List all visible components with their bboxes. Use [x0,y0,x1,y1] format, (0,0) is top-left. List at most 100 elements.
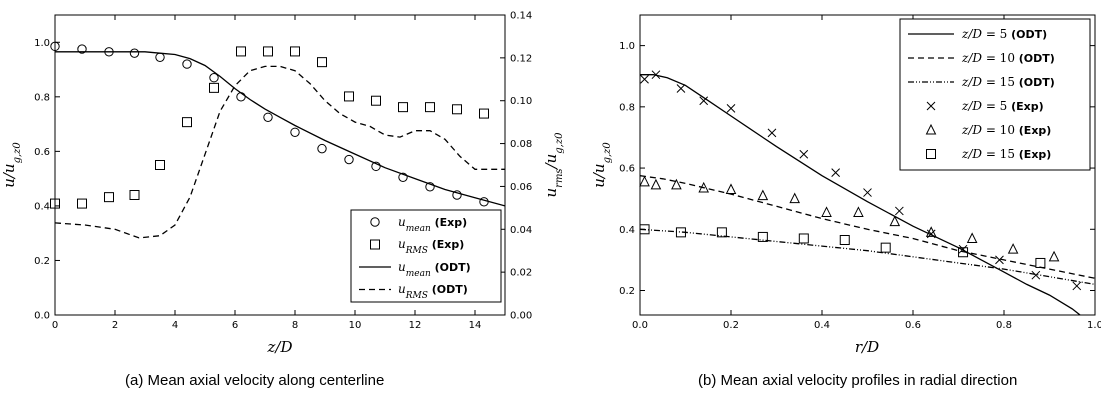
chart-a-series-1-point [182,117,192,128]
chart-a-legend-box [350,209,502,303]
chart-a-series-2-line [55,51,505,207]
chart-a-xtick-label: 2 [112,320,118,331]
chart-a-series-0-point [209,73,219,83]
chart-a-y2tick-label: 0.04 [510,225,532,236]
chart-a-y2tick-label: 0.02 [510,268,532,279]
chart-b-marks [639,70,1095,315]
chart-a-xlabel: z/D [267,338,293,356]
chart-b-series-3-point [799,149,809,159]
chart-a-series-0-point [77,44,87,54]
chart-b-series-3-point [640,74,649,84]
chart-b-series-2-line [640,228,1095,286]
chart-a-series-1-point [425,102,435,113]
chart-b-legend-symbols [908,33,954,159]
chart-a-ytick-label: 0.6 [34,147,50,158]
chart-b-ytick-label: 0.6 [619,164,635,175]
chart-a-series-0-point [398,172,408,182]
chart-a-ytick-label: 0.4 [34,201,50,212]
chart-a-series-1-point [263,46,273,57]
chart-b-series-4-point [650,178,662,190]
chart-b-series-5-point [839,235,850,245]
caption-b: (b) Mean axial velocity profiles in radi… [698,372,1018,389]
chart-a-legend: umean (Exp) uRMS (Exp) umean (ODT) uRMS … [350,209,502,303]
chart-b-series-4-point [821,206,832,217]
chart-a-xtick-label: 0 [52,320,58,331]
chart-b-series-4-point [671,178,682,190]
chart-b-series-3-point [1072,281,1082,291]
chart-b-series-3-point [767,128,777,138]
legend-b-z15-exp: z/D = 15 (Exp) [961,147,1051,161]
chart-a-ytick-label: 0.2 [34,256,50,267]
chart-b-legend-box [899,18,1091,171]
chart-b-ylabel: u/ug,z0 [590,142,613,188]
chart-b-series-4-point [889,215,901,227]
chart-b-series-4-point [639,175,650,187]
chart-b-xtick-label: 0.0 [632,320,648,331]
chart-b-series-3-point [863,188,872,197]
chart-b-series-5-point [757,231,768,242]
chart-b-ytick-label: 0.4 [619,225,635,236]
chart-b-series-5-point [675,227,686,238]
chart-a-series-1-point [209,82,219,93]
chart-a-series-1-point [129,190,140,200]
chart-a-legend-marker [370,239,380,250]
chart-b-xtick-label: 0.4 [814,320,830,331]
chart-b-series-4-point [757,189,769,201]
chart-b-xtick-label: 0.6 [905,320,921,331]
chart-a-series-1-point [236,46,246,57]
chart-b-legend: z/D = 5 (ODT) z/D = 10 (ODT) z/D = 15 (O… [899,18,1091,171]
chart-a-xtick-label: 6 [232,320,238,331]
chart-a-series-1-point [398,102,408,113]
chart-a-series-0-point [371,161,381,172]
chart-b-series-4-point [853,206,864,217]
chart-a-series-0-point [263,112,273,122]
legend-b-z5-exp: z/D = 5 (Exp) [961,99,1044,113]
chart-a-ylabel: u/ug,z0 [0,142,23,188]
chart-a-ytick-label: 0.0 [34,311,50,322]
chart-b-series-5-point [798,233,809,244]
chart-a-series-0-point [452,190,462,200]
chart-a-marks [50,41,505,239]
legend-a-urms-exp: uRMS (Exp) [398,237,464,256]
chart-a-series-0-point [317,143,327,154]
legend-b-z5-odt: z/D = 5 (ODT) [961,27,1047,41]
chart-b-series-5-point [1035,257,1046,268]
chart-b-series-3-point [676,84,686,93]
chart-a-legend-marker [370,217,380,227]
chart-a-xtick-label: 4 [172,320,178,331]
chart-b-legend-marker [926,101,936,111]
chart-b-xlabel: r/D [855,338,879,356]
legend-b-z10-odt: z/D = 10 (ODT) [961,51,1055,65]
chart-b-legend-marker [925,123,937,135]
chart-a-y2tick-label: 0.00 [510,311,532,322]
chart-a-series-1-point [371,95,381,106]
chart-b-xtick-label: 0.2 [723,320,739,331]
chart-a-xtick-label: 8 [292,320,298,331]
chart-b-series-4-point [1007,243,1019,254]
chart-a-series-0-point [129,48,140,58]
chart-b-ytick-label: 1.0 [619,41,635,52]
chart-b-series-4-point [725,183,737,194]
chart-a-xtick-label: 12 [409,320,422,331]
chart-a: 0 2 4 6 8 10 12 14 0.0 0.2 0.4 0.6 0.8 1.0 0.00 0.02 0.0… [0,11,565,357]
chart-b-series-3-point [1031,270,1041,280]
chart-a-xtick-label: 10 [349,320,362,331]
chart-b-series-1-line [640,175,1095,279]
chart-b-xtick-label: 0.8 [996,320,1012,331]
chart-a-series-1-point [479,108,489,119]
chart-b-series-5-point [880,242,891,253]
caption-a: (a) Mean axial velocity along centerline [125,372,385,389]
chart-b-series-4-point [789,192,801,204]
chart-a-series-0-point [290,127,300,137]
chart-a-series-1-point [104,192,114,203]
chart-b-xtick-label: 1.0 [1087,320,1101,331]
chart-b-series-4-point [698,181,710,193]
chart-b-ticks: 0.0 0.2 0.4 0.6 0.8 1.0 0.2 0.4 0.6 0.8 1.0 [619,15,1101,331]
chart-b-ytick-label: 0.8 [619,102,635,113]
chart-a-series-0-point [182,59,192,69]
chart-b-series-3-point [995,255,1004,265]
chart-a-y2label: urms/ug,z0 [542,132,565,198]
chart-b-series-0-line [640,74,1082,315]
chart-a-series-1-point [344,91,354,102]
